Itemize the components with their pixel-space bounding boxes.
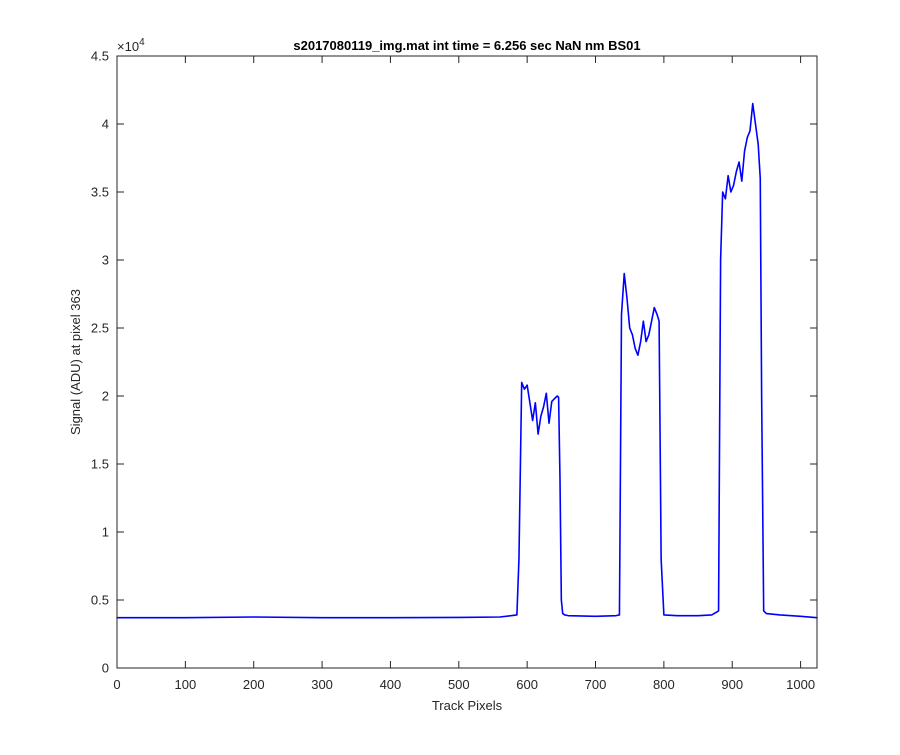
axes-box [116,55,818,669]
ticks-layer: 0 100 200 300 400 500 600 700 800 900 1000 0 0.5 1 1.5… [91,49,817,692]
x-tick-label: 800 [653,677,675,692]
x-tick-label: 100 [175,677,197,692]
x-tick-label: 500 [448,677,470,692]
y-tick-label: 3.5 [91,185,109,200]
y-tick-label: 4 [102,117,109,132]
y-tick-label: 1 [102,525,109,540]
x-tick-label: 0 [113,677,120,692]
y-tick-label: 2 [102,389,109,404]
chart-title: s2017080119_img.mat int time = 6.256 sec… [293,38,640,53]
x-tick-label: 700 [585,677,607,692]
y-tick-label: 3 [102,253,109,268]
x-tick-label: 900 [721,677,743,692]
y-tick-label: 0 [102,661,109,676]
x-tick-label: 400 [380,677,402,692]
y-tick-label: 4.5 [91,49,109,64]
y-tick-label: 1.5 [91,457,109,472]
x-axis-label: Track Pixels [432,698,503,713]
y-exponent-label: ×104 [117,37,145,54]
x-tick-label: 600 [516,677,538,692]
series-line [116,102,818,619]
series-layer [116,102,818,619]
x-tick-label: 200 [243,677,265,692]
y-tick-label: 2.5 [91,321,109,336]
y-tick-label: 0.5 [91,593,109,608]
x-tick-label: 300 [311,677,333,692]
x-tick-label: 1000 [786,677,815,692]
y-axis-label: Signal (ADU) at pixel 363 [68,289,83,435]
plot-area [117,56,817,668]
